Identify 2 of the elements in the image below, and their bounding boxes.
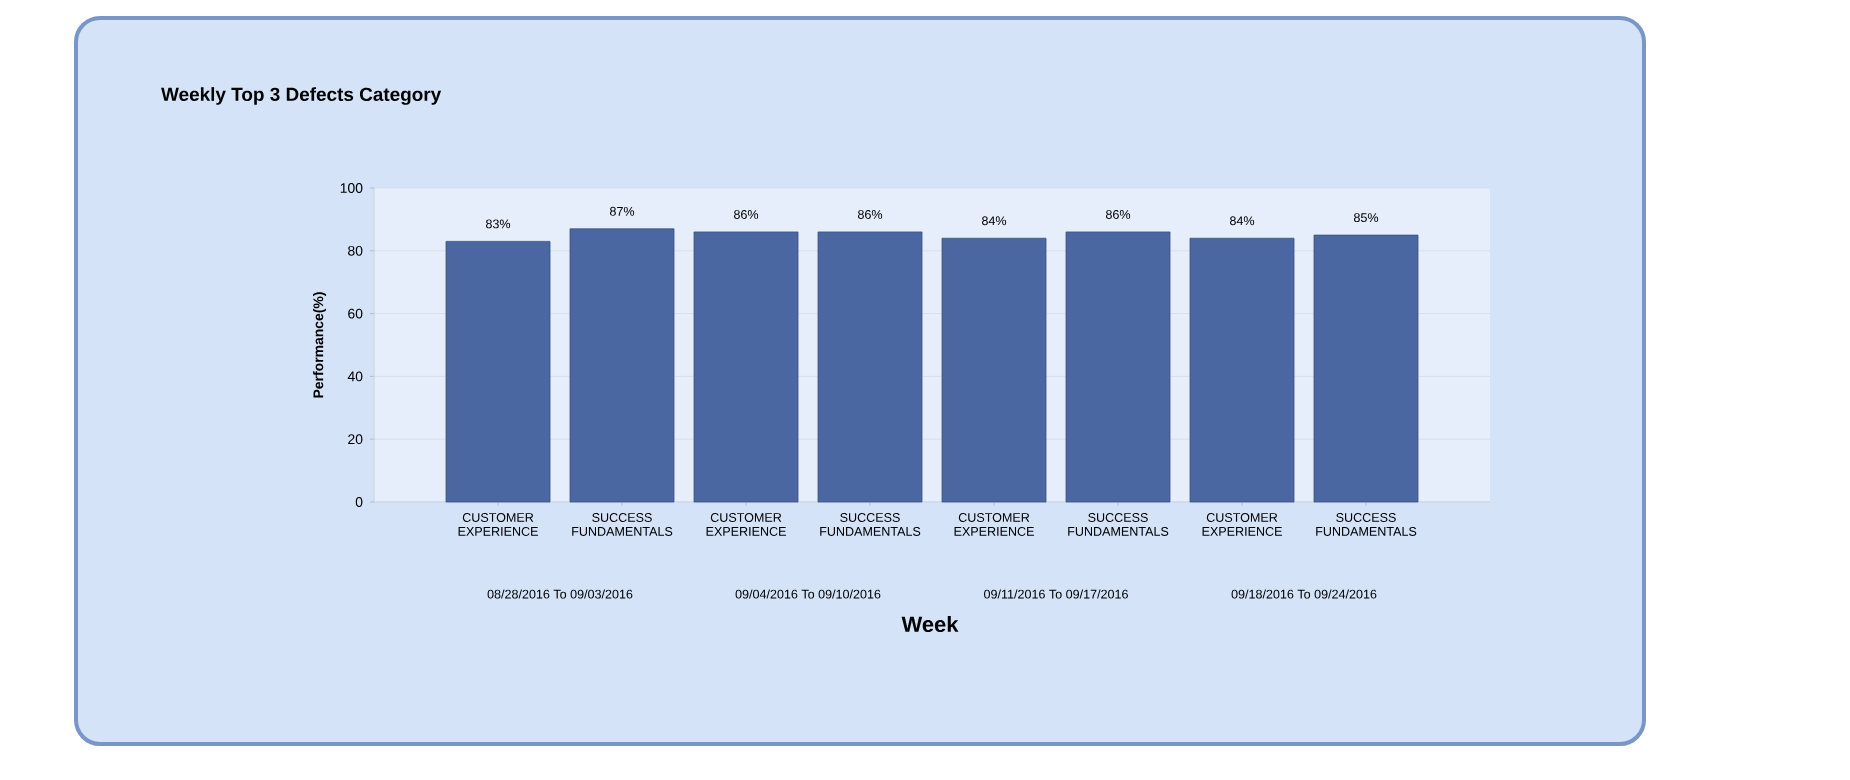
chart-title: Weekly Top 3 Defects Category (161, 87, 442, 105)
x-axis-title: Week (901, 615, 959, 633)
